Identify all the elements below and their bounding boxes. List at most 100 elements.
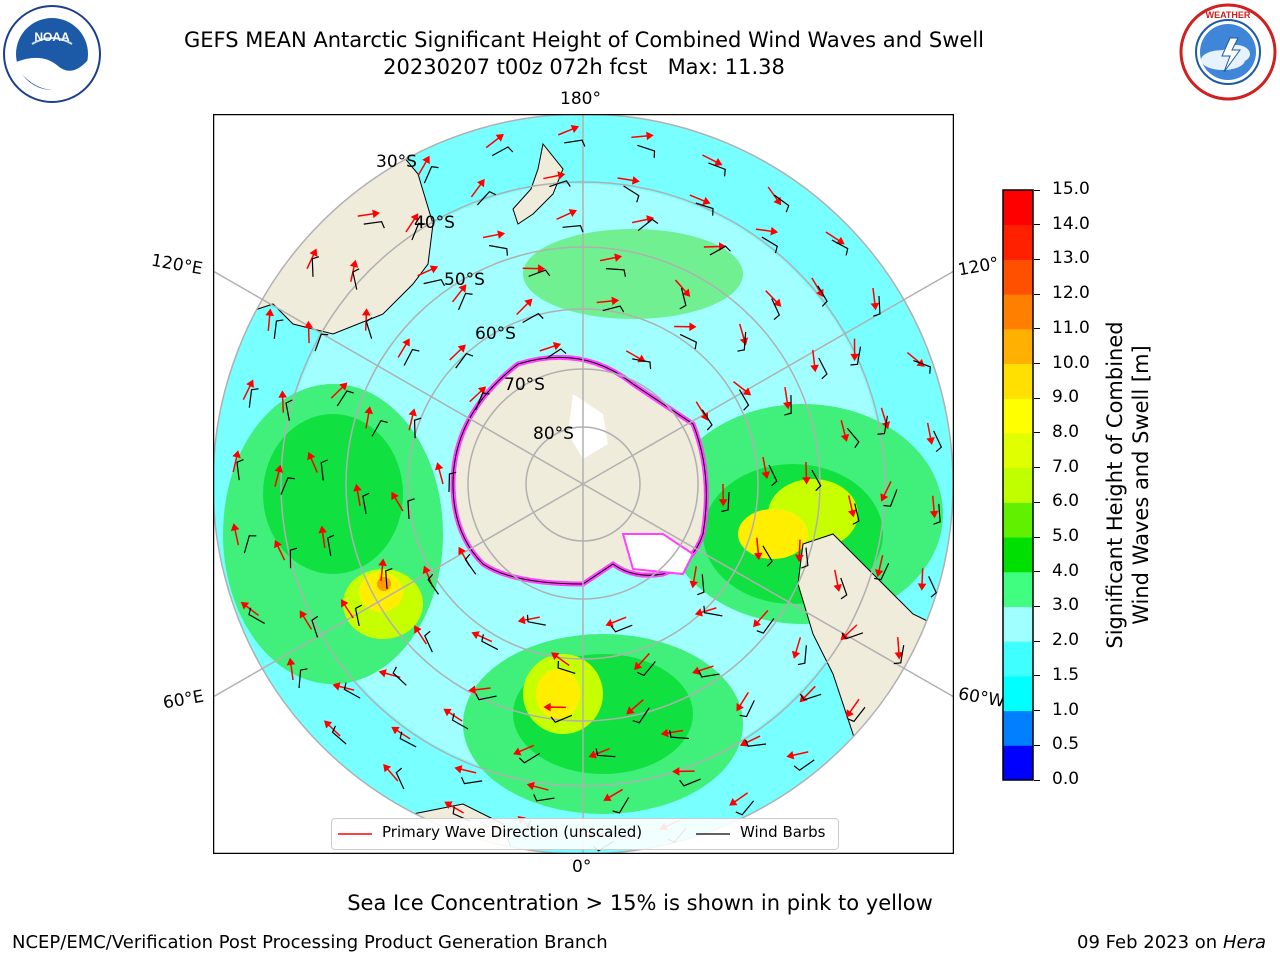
- wind-barb: [457, 292, 473, 311]
- wind-barb: [336, 390, 354, 407]
- colorbar-label-line2: Wind Waves and Swell [m]: [1129, 345, 1153, 625]
- wind-barb: [739, 700, 755, 718]
- wave-arrow: [698, 665, 714, 672]
- colorbar-segment: [1003, 259, 1033, 295]
- wave-arrow-head: [353, 483, 362, 492]
- wave-arrow-head: [786, 750, 795, 760]
- lon-label-120w: 120°: [956, 253, 1001, 281]
- wind-barb: [698, 670, 720, 678]
- wind-barb: [793, 759, 815, 772]
- wind-barb: [451, 713, 469, 730]
- wind-barb: [343, 682, 361, 699]
- wind-barb: [522, 312, 544, 324]
- wave-arrow-head: [332, 682, 341, 691]
- wave-arrow-head: [782, 401, 792, 410]
- wave-arrow: [695, 401, 706, 416]
- wave-arrow: [617, 177, 634, 182]
- wave-arrow: [849, 698, 860, 713]
- wave-arrow-head: [770, 226, 779, 236]
- wind-barb: [637, 218, 659, 232]
- wave-arrow-head: [714, 157, 723, 166]
- wind-barb: [632, 707, 650, 724]
- wave-arrow-head: [718, 499, 728, 507]
- legend-barb-label: Wind Barbs: [740, 823, 826, 841]
- wave-arrow-head: [840, 433, 850, 442]
- lon-label-0: 0°: [572, 857, 592, 877]
- wave-arrow: [357, 213, 374, 217]
- wave-arrow: [482, 233, 499, 239]
- wave-arrow-head: [477, 386, 487, 395]
- wind-barb: [407, 498, 415, 520]
- wave-arrow: [302, 615, 313, 630]
- wave-arrow: [702, 154, 718, 163]
- wind-barb: [797, 645, 807, 666]
- wave-arrow-head: [309, 248, 318, 257]
- wave-arrow-head: [414, 625, 422, 634]
- wave-arrow: [307, 327, 310, 344]
- wave-arrow: [338, 685, 355, 691]
- wave-arrow-head: [378, 669, 387, 678]
- wind-barb: [852, 503, 860, 525]
- wave-arrow: [408, 414, 414, 431]
- wave-arrow: [795, 637, 802, 653]
- colorbar-tick-mark: [1034, 710, 1040, 712]
- colorbar-tick-label: 15.0: [1052, 179, 1090, 199]
- wave-arrow: [416, 630, 427, 645]
- colorbar-segment: [1003, 294, 1033, 330]
- wind-barb: [773, 194, 790, 213]
- wave-arrow: [449, 804, 464, 814]
- wave-arrow: [805, 462, 808, 479]
- colorbar-tick-label: 10.0: [1052, 352, 1090, 373]
- wave-arrow: [767, 186, 779, 201]
- wave-arrow-head: [476, 178, 485, 188]
- wind-barb: [679, 287, 687, 310]
- colorbar-segment: [1003, 710, 1033, 746]
- wave-arrow-head: [274, 464, 284, 473]
- colorbar-segment: [1003, 571, 1033, 607]
- wave-arrow: [732, 381, 747, 392]
- wind-barb: [411, 222, 426, 241]
- wind-barb: [695, 202, 714, 216]
- colorbar-tick-mark: [1034, 363, 1040, 365]
- wave-arrow-head: [568, 209, 578, 217]
- wave-arrow: [608, 788, 624, 799]
- wind-barb: [847, 706, 866, 723]
- polar-map: [213, 114, 954, 854]
- wave-arrow-head: [422, 565, 431, 574]
- wind-barb: [768, 464, 778, 487]
- wave-arrow-head: [773, 196, 782, 206]
- wind-barb: [311, 615, 319, 638]
- wave-arrow-head: [391, 491, 399, 501]
- wave-arrow: [848, 495, 853, 512]
- wave-arrow-head: [383, 764, 392, 773]
- wave-arrow: [738, 323, 745, 340]
- wave-arrow-head: [847, 509, 857, 518]
- wave-arrow: [449, 348, 462, 361]
- wave-arrow-head: [753, 552, 763, 561]
- wave-arrow-head: [339, 382, 348, 391]
- wave-arrow: [310, 457, 318, 473]
- wave-arrow-head: [588, 750, 597, 759]
- wave-arrow: [516, 302, 529, 316]
- wave-arrow-head: [739, 738, 749, 747]
- wind-barb: [327, 534, 335, 556]
- wind-barb: [550, 714, 573, 723]
- wind-barb: [873, 295, 881, 317]
- colorbar-tick-label: 8.0: [1052, 421, 1080, 442]
- wave-arrow-head: [323, 720, 333, 729]
- wave-arrow: [739, 691, 749, 707]
- wave-arrow-head: [349, 259, 359, 268]
- colorbar-segment: [1003, 190, 1033, 226]
- wave-arrow-head: [614, 253, 623, 262]
- wind-barb: [488, 244, 509, 256]
- wave-arrow: [745, 735, 761, 744]
- wave-arrow: [932, 495, 935, 512]
- wind-barb: [850, 346, 862, 366]
- wave-arrow-head: [729, 797, 738, 806]
- wind-barb: [841, 632, 864, 640]
- wave-arrow-head: [626, 706, 635, 715]
- wave-arrow: [631, 135, 648, 139]
- wave-arrow: [756, 609, 769, 623]
- wave-arrow-head: [802, 477, 811, 485]
- colorbar-tick-label: 1.5: [1052, 664, 1080, 685]
